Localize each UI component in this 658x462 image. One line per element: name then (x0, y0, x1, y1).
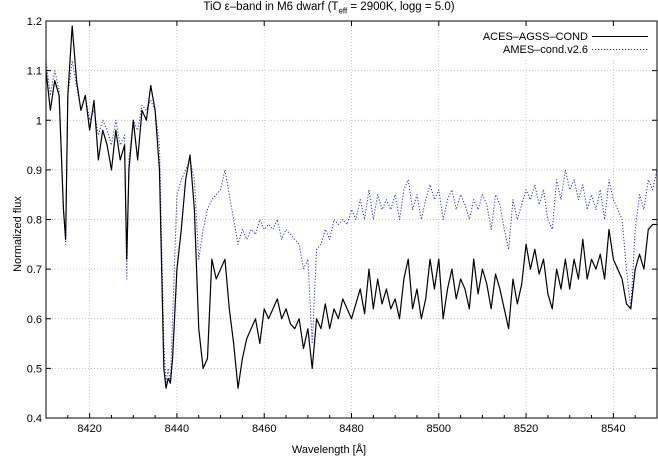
y-tick-label: 0.7 (27, 264, 42, 276)
legend-label-aces: ACES–AGSS–COND (483, 31, 588, 43)
y-tick-label: 0.4 (27, 413, 42, 425)
y-tick-label: 0.5 (27, 363, 42, 375)
x-axis-label: Wavelength [Å] (291, 444, 367, 456)
y-tick-label: 1.1 (27, 66, 42, 78)
y-tick-label: 0.6 (27, 314, 42, 326)
chart-title-rest: = 2900K, logg = 5.0) (347, 1, 455, 13)
tick-labels: 8420 8440 8460 8480 8500 8520 8540 0.4 0.5 0.6 0.7… (27, 16, 626, 435)
series-ames-cond (46, 60, 657, 384)
x-tick-label: 8500 (427, 423, 451, 435)
legend-label-ames: AMES–cond.v2.6 (503, 44, 588, 56)
x-tick-label: 8540 (601, 423, 625, 435)
y-tick-label: 1 (36, 115, 42, 127)
grid-lines (46, 20, 657, 419)
y-axis-label: Normalized flux (12, 196, 24, 272)
x-tick-label: 8440 (165, 423, 189, 435)
x-tick-label: 8420 (77, 423, 101, 435)
x-tick-label: 8480 (339, 423, 363, 435)
y-tick-label: 0.9 (27, 165, 42, 177)
x-tick-label: 8520 (514, 423, 538, 435)
series-lines (46, 25, 657, 389)
chart-title-subscript: eff (338, 6, 348, 16)
x-tick-label: 8460 (252, 423, 276, 435)
chart-title-main: TiO ε–band in M6 dwarf (T (203, 1, 339, 13)
tick-marks (46, 20, 657, 419)
series-aces-agss-cond (46, 25, 657, 389)
chart-title: TiO ε–band in M6 dwarf (Teff = 2900K, lo… (0, 1, 658, 15)
y-tick-label: 1.2 (27, 16, 42, 28)
y-tick-label: 0.8 (27, 215, 42, 227)
legend: ACES–AGSS–COND AMES–cond.v2.6 (468, 27, 656, 59)
